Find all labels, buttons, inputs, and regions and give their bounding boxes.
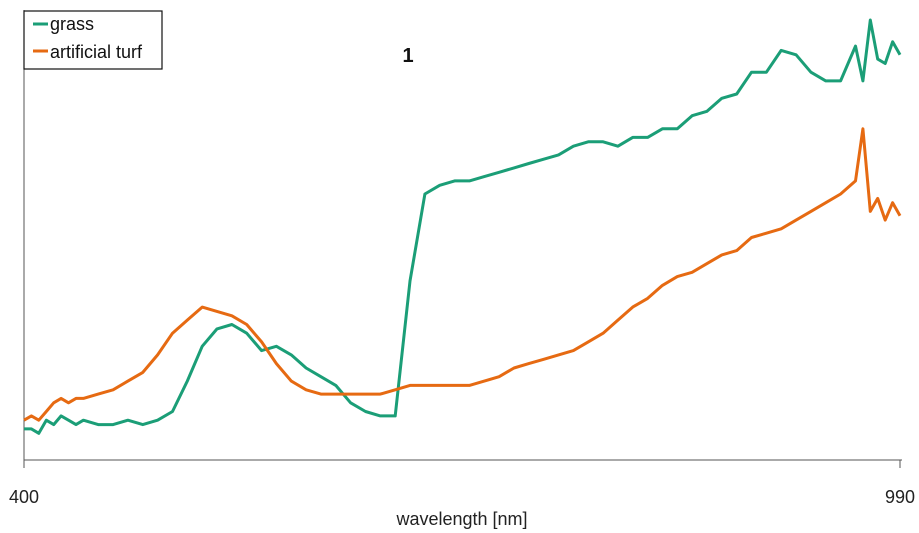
panel-label: 1 [402, 45, 413, 67]
series-layer [23, 18, 902, 435]
legend: grass artificial turf [23, 10, 163, 70]
x-tick-label: 990 [885, 487, 915, 507]
series-line-artificial-turf [23, 127, 902, 422]
plot-area: 400 990 [9, 10, 915, 507]
legend-box [23, 10, 163, 70]
x-ticks: 400 990 [9, 460, 915, 507]
x-tick-label: 400 [9, 487, 39, 507]
legend-label-grass: grass [50, 14, 94, 34]
series-line-grass [24, 18, 902, 435]
legend-label-artificial-turf: artificial turf [50, 42, 143, 62]
x-axis-title: wavelength [nm] [395, 509, 527, 529]
